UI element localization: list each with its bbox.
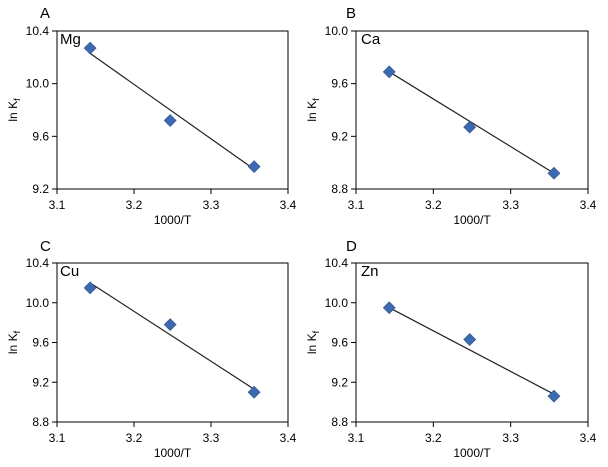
y-axis-label-main: ln K <box>305 101 319 122</box>
panel-letter: C <box>40 238 51 255</box>
y-axis-label: ln Kf <box>305 330 321 354</box>
chart-panel-c: C Cu 3.1 3.2 3.3 3.4 8.8 9.2 9.6 10.0 10.4 1000/T ln… <box>6 238 297 460</box>
y-tick-label: 10.0 <box>26 296 50 310</box>
y-tick-label: 10.0 <box>325 296 349 310</box>
y-tick-label: 10.4 <box>325 256 349 270</box>
data-point <box>83 281 97 295</box>
y-axis-label-main: ln K <box>6 333 20 354</box>
x-tick-label: 3.2 <box>126 431 143 445</box>
y-axis-label-subscript: f <box>311 330 321 333</box>
x-tick-label: 3.4 <box>280 198 297 212</box>
x-tick-label: 3.3 <box>203 198 220 212</box>
y-axis-label-subscript: f <box>311 98 321 101</box>
data-point <box>382 65 396 79</box>
x-tick-label: 3.1 <box>49 431 66 445</box>
y-axis-label-main: ln K <box>6 101 20 122</box>
y-tick-label: 9.6 <box>331 336 348 350</box>
data-point <box>247 385 261 399</box>
y-axis-label: ln Kf <box>6 330 22 354</box>
x-tick-label: 3.4 <box>580 198 597 212</box>
x-tick-label: 3.3 <box>203 431 220 445</box>
x-tick-label: 3.4 <box>580 431 597 445</box>
data-point <box>547 389 561 403</box>
data-point <box>382 301 396 315</box>
fit-line <box>388 71 555 174</box>
y-tick-label: 8.8 <box>331 182 348 196</box>
y-axis-label: ln Kf <box>6 98 22 122</box>
y-tick-label: 8.8 <box>32 415 49 429</box>
x-axis-label: 1000/T <box>453 446 491 460</box>
data-point <box>163 114 177 127</box>
data-point <box>547 166 561 180</box>
x-tick-label: 3.3 <box>502 198 519 212</box>
metal-label: Zn <box>361 263 379 280</box>
y-tick-label: 9.6 <box>32 336 49 350</box>
y-axis-label-subscript: f <box>12 330 22 333</box>
y-tick-label: 9.2 <box>32 182 49 196</box>
x-tick-label: 3.2 <box>425 198 442 212</box>
metal-label: Ca <box>361 31 381 48</box>
fit-line <box>89 282 255 390</box>
x-tick-label: 3.1 <box>348 198 365 212</box>
y-tick-label: 9.2 <box>331 129 348 143</box>
chart-panel-a: A Mg 3.1 3.2 3.3 3.4 9.2 9.6 10.0 10.4 1000/T ln Kf <box>6 5 297 227</box>
y-tick-label: 10.4 <box>26 24 50 38</box>
y-axis-label-main: ln K <box>305 333 319 354</box>
y-tick-label: 10.4 <box>26 256 50 270</box>
chart-panel-b: B Ca 3.1 3.2 3.3 3.4 8.8 9.2 9.6 10.0 1000/T ln Kf <box>305 5 597 227</box>
metal-label: Cu <box>60 263 79 280</box>
x-tick-label: 3.1 <box>348 431 365 445</box>
x-tick-label: 3.4 <box>280 431 297 445</box>
data-point <box>463 120 477 134</box>
y-tick-label: 10.0 <box>325 24 349 38</box>
metal-label: Mg <box>60 31 81 48</box>
data-point <box>247 160 261 174</box>
y-tick-label: 9.2 <box>331 375 348 389</box>
chart-panel-d: DZn 3.1 3.2 3.3 3.4 8.8 9.2 9.6 10.0 10.4 1000/T ln… <box>305 238 597 460</box>
fit-line <box>89 52 255 170</box>
fit-line <box>388 307 555 395</box>
x-axis-label: 1000/T <box>154 213 192 227</box>
x-axis-label: 1000/T <box>453 213 491 227</box>
y-tick-label: 8.8 <box>331 415 348 429</box>
plot-frame <box>355 30 589 190</box>
x-tick-label: 3.2 <box>425 431 442 445</box>
x-tick-label: 3.1 <box>49 198 66 212</box>
panel-letter: D <box>346 238 357 255</box>
x-tick-label: 3.3 <box>502 431 519 445</box>
data-point <box>463 333 477 346</box>
x-axis-label: 1000/T <box>154 446 192 460</box>
y-tick-label: 10.0 <box>26 77 50 91</box>
y-tick-label: 9.2 <box>32 375 49 389</box>
data-point <box>163 318 177 332</box>
y-tick-label: 9.6 <box>32 129 49 143</box>
y-axis-label-subscript: f <box>12 98 22 101</box>
y-axis-label: ln Kf <box>305 98 321 122</box>
panel-letter: A <box>40 5 50 22</box>
y-tick-label: 9.6 <box>331 77 348 91</box>
panel-letter: B <box>346 5 356 22</box>
x-tick-label: 3.2 <box>126 198 143 212</box>
data-point <box>83 41 97 55</box>
plot-frame <box>56 30 289 190</box>
